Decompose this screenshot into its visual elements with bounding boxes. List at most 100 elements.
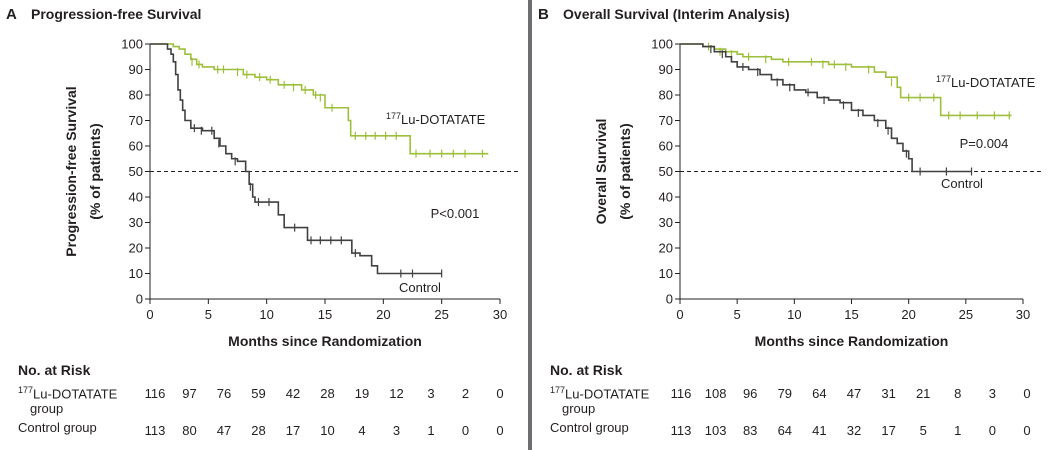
risk-row-label-control: Control group: [18, 420, 97, 435]
risk-count: 17: [285, 423, 301, 438]
risk-count: 8: [954, 386, 962, 401]
y-tick-label: 20: [659, 241, 673, 256]
y-tick-label: 90: [659, 62, 673, 77]
y-tick-label: 90: [129, 62, 143, 77]
risk-count: 1: [427, 423, 435, 438]
legend-label-superscript: 177: [936, 74, 951, 84]
risk-count: 41: [812, 423, 827, 438]
risk-row-label-control: Control group: [550, 420, 629, 435]
panel-header: B Overall Survival (Interim Analysis): [538, 6, 790, 23]
y-tick-label: 30: [659, 215, 673, 230]
panel-header: A Progression-free Survival: [6, 6, 201, 23]
risk-count: 97: [182, 386, 197, 401]
risk-count: 4: [358, 423, 366, 438]
x-tick-label: 30: [1016, 307, 1030, 322]
panel-divider: [528, 0, 532, 450]
risk-count: 64: [812, 386, 827, 401]
x-tick-label: 15: [844, 307, 858, 322]
risk-count: 116: [144, 386, 166, 401]
y-axis-label-units: (% of patients): [617, 123, 633, 219]
risk-count: 28: [320, 386, 335, 401]
risk-row-label-treatment: 177Lu-DOTATATE group: [18, 383, 117, 416]
y-tick-label: 0: [136, 292, 143, 307]
risk-label-line2: group: [30, 401, 64, 417]
risk-count: 3: [427, 386, 435, 401]
chart-title: Overall Survival (Interim Analysis): [563, 6, 790, 22]
y-tick-label: 10: [129, 266, 143, 281]
risk-label-text: Lu-DOTATATE: [33, 386, 118, 402]
y-tick-label: 40: [129, 190, 143, 205]
risk-count: 42: [285, 386, 301, 401]
legend-label-superscript: 177: [386, 111, 401, 121]
x-tick-label: 25: [959, 307, 973, 322]
risk-count: 3: [392, 423, 401, 438]
risk-count: 19: [354, 386, 370, 401]
risk-count: 96: [742, 386, 758, 401]
x-axis-label: Months since Randomization: [755, 333, 949, 349]
legend-label-text: Lu-DOTATATE: [951, 75, 1036, 90]
x-tick-label: 0: [146, 307, 153, 322]
risk-count: 0: [496, 386, 504, 401]
y-tick-label: 50: [129, 164, 143, 179]
y-tick-label: 30: [129, 215, 143, 230]
km-curve-control: [680, 43, 972, 173]
y-tick-label: 70: [129, 113, 143, 128]
risk-count: 103: [704, 423, 727, 438]
risk-count: 76: [216, 386, 232, 401]
risk-count: 116: [670, 386, 692, 401]
risk-label-text: Control group: [18, 420, 97, 435]
km-plot-pfs: 0 10 20 30 40 50 60 70 80 90 100 0 5 10 15 20 25 30 Months…: [63, 37, 520, 349]
y-tick-label: 0: [666, 292, 673, 307]
km-curve-treatment: [150, 43, 489, 155]
y-tick-label: 40: [659, 190, 673, 205]
risk-count: 47: [216, 423, 232, 438]
x-tick-label: 0: [676, 307, 683, 322]
risk-count: 5: [919, 423, 927, 438]
panel-letter: B: [538, 6, 549, 23]
risk-count: 31: [881, 386, 896, 401]
y-tick-label: 20: [129, 241, 143, 256]
y-axis-label: Overall Survival: [593, 119, 609, 225]
risk-count: 32: [846, 423, 862, 438]
y-tick-label: 100: [651, 37, 673, 52]
risk-label-superscript: 177: [550, 385, 566, 395]
risk-count: 108: [704, 386, 727, 401]
risk-count: 10: [320, 423, 335, 438]
risk-label-text: Lu-DOTATATE: [565, 386, 650, 402]
x-tick-label: 20: [901, 307, 915, 322]
risk-count: 64: [777, 423, 793, 438]
panel-letter: A: [6, 6, 17, 23]
risk-count: 0: [496, 423, 504, 438]
risk-count: 79: [777, 386, 793, 401]
x-tick-label: 5: [734, 307, 741, 322]
y-tick-label: 80: [659, 88, 673, 103]
risk-label-text: Control group: [550, 420, 629, 435]
risk-count: 113: [670, 423, 692, 438]
panel-progression-free-survival: A Progression-free Survival 0 10 20 30 40 50 6…: [0, 0, 528, 450]
x-tick-label: 20: [376, 307, 390, 322]
risk-count: 0: [1023, 423, 1031, 438]
risk-count: 0: [1023, 386, 1031, 401]
legend-label-control: Control: [399, 280, 441, 295]
risk-label-line2: group: [562, 401, 596, 417]
x-tick-label: 10: [259, 307, 273, 322]
risk-table-title: No. at Risk: [18, 362, 91, 378]
p-value: P=0.004: [960, 136, 1009, 151]
risk-count: 59: [251, 386, 266, 401]
y-tick-label: 10: [659, 266, 673, 281]
risk-count: 113: [144, 423, 166, 438]
risk-count: 80: [182, 423, 197, 438]
km-curve-treatment: [680, 43, 1012, 117]
legend-label-treatment: 177Lu-DOTATATE: [936, 74, 1036, 90]
km-plot-os: 0 10 20 30 40 50 60 70 80 90 100 0 5 10 15 20 25 30 Months…: [593, 37, 1043, 349]
x-tick-label: 25: [434, 307, 448, 322]
risk-count: 3: [988, 386, 996, 401]
y-axis-label-units: (% of patients): [87, 123, 103, 219]
risk-table-title: No. at Risk: [550, 362, 623, 378]
risk-row-label-treatment: 177Lu-DOTATATE group: [550, 383, 649, 416]
y-axis-label: Progression-free Survival: [63, 86, 79, 256]
risk-count: 0: [988, 423, 996, 438]
chart-title: Progression-free Survival: [31, 6, 202, 22]
y-tick-label: 100: [121, 37, 143, 52]
risk-count: 12: [389, 386, 404, 401]
